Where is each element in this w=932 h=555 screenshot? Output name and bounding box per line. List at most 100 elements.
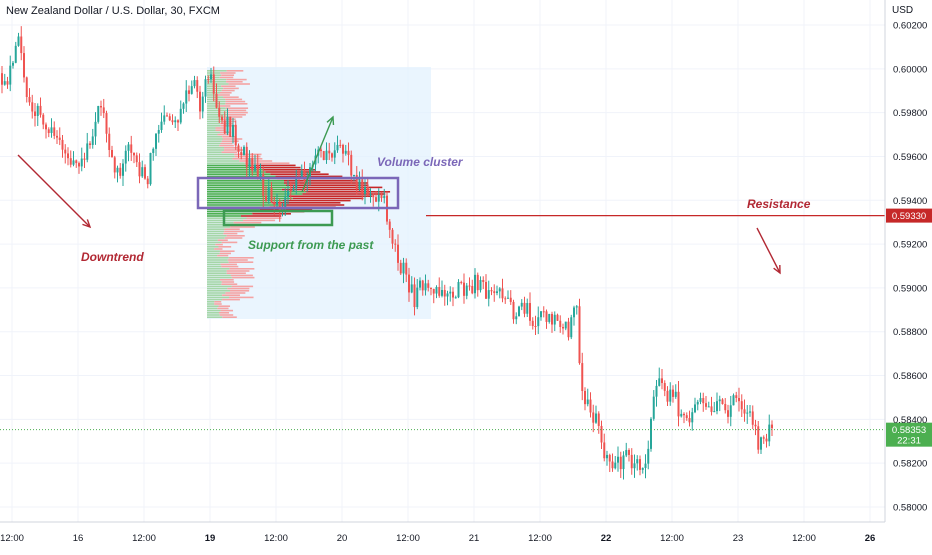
volume-bar-buy — [207, 261, 229, 263]
volume-bar-sell — [220, 72, 236, 74]
candle-body — [17, 36, 20, 46]
volume-bar-sell — [226, 111, 248, 114]
volume-bar-buy — [207, 303, 215, 305]
candle-body — [556, 314, 559, 321]
volume-bar-sell — [225, 98, 243, 101]
volume-bar-buy — [207, 232, 224, 235]
candle-body — [223, 120, 226, 134]
volume-bar-buy — [207, 237, 225, 239]
volume-bar-sell — [230, 290, 250, 292]
candle-body — [540, 311, 542, 318]
candle-body — [292, 188, 295, 192]
candle-body — [199, 91, 201, 112]
candle-body — [735, 395, 738, 399]
volume-bar-buy — [207, 285, 232, 288]
volume-bar-sell — [226, 81, 243, 83]
candle-body — [573, 307, 575, 318]
volume-bar-buy — [207, 193, 303, 195]
volume-bar-buy — [207, 235, 227, 237]
candle-body — [757, 426, 760, 450]
x-tick-label: 21 — [469, 533, 480, 544]
volume-bar-buy — [207, 204, 282, 206]
candle-body — [581, 363, 584, 391]
x-tick-label: 12:00 — [264, 533, 288, 544]
candle-body — [504, 298, 507, 300]
current-price-tag — [886, 422, 932, 447]
volume-bar-sell — [226, 70, 244, 72]
volume-bar-sell — [218, 305, 231, 307]
volume-bar-sell — [225, 100, 246, 103]
volume-bar-sell — [231, 276, 255, 279]
candle-body — [606, 454, 608, 459]
candle-body — [647, 448, 650, 464]
volume-bar-sell — [225, 292, 246, 294]
candle-body — [78, 163, 80, 167]
candle-body — [383, 195, 386, 199]
volume-bar-buy — [207, 149, 225, 151]
volume-bar-sell — [272, 202, 341, 204]
candle-body — [413, 284, 416, 308]
candle-body — [545, 311, 548, 322]
volume-bar-sell — [306, 191, 391, 193]
candle-body — [740, 401, 743, 410]
volume-bar-sell — [218, 246, 232, 248]
volume-bar-sell — [228, 296, 254, 299]
volume-bar-buy — [207, 239, 218, 241]
volume-bar-sell — [302, 193, 386, 195]
volume-bar-sell — [281, 204, 345, 206]
candle-body — [710, 406, 713, 412]
volume-bar-buy — [207, 142, 221, 145]
candle-body — [273, 202, 276, 205]
candle-body — [666, 390, 669, 402]
candle-body — [3, 81, 6, 85]
candle-body — [575, 306, 578, 308]
volume-bar-sell — [253, 164, 296, 167]
candle-body — [119, 167, 122, 176]
candle-body — [474, 274, 476, 294]
volume-bar-buy — [207, 162, 245, 164]
candle-body — [691, 412, 694, 423]
volume-bar-buy — [207, 188, 282, 191]
y-tick-label: 0.58200 — [893, 459, 927, 470]
volume-bar-buy — [207, 151, 222, 153]
candle-body — [328, 150, 331, 154]
candle-body — [424, 283, 427, 291]
candle-body — [185, 90, 188, 104]
candle-body — [408, 274, 410, 293]
candle-body — [529, 303, 531, 321]
candle-body — [171, 120, 174, 123]
candle-body — [256, 164, 259, 180]
volume-bar-buy — [207, 270, 227, 272]
candle-body — [372, 194, 375, 198]
volume-bar-sell — [222, 316, 237, 318]
candle-body — [509, 297, 512, 302]
candle-body — [69, 158, 72, 165]
volume-bar-sell — [262, 169, 316, 171]
candle-body — [493, 291, 496, 294]
volume-bar-buy — [207, 283, 222, 285]
candle-body — [718, 399, 721, 402]
candle-body — [515, 316, 518, 320]
candle-body — [361, 179, 364, 194]
volume-bar-sell — [225, 116, 243, 118]
volume-bar-sell — [215, 127, 224, 129]
candle-body — [262, 173, 265, 196]
volume-bar-sell — [221, 85, 236, 87]
candle-body — [369, 194, 372, 196]
candle-body — [61, 139, 64, 150]
candle-body — [122, 163, 124, 176]
candle-body — [42, 114, 45, 125]
candle-body — [419, 280, 421, 288]
volume-bar-buy — [207, 197, 293, 200]
candle-body — [83, 158, 86, 160]
candle-body — [743, 409, 746, 414]
candle-body — [193, 80, 196, 87]
volume-bar-buy — [207, 105, 219, 107]
candle-body — [229, 116, 232, 137]
volume-bar-buy — [207, 268, 230, 270]
candle-body — [25, 77, 28, 97]
candle-body — [322, 151, 325, 160]
volume-bar-sell — [221, 89, 235, 92]
